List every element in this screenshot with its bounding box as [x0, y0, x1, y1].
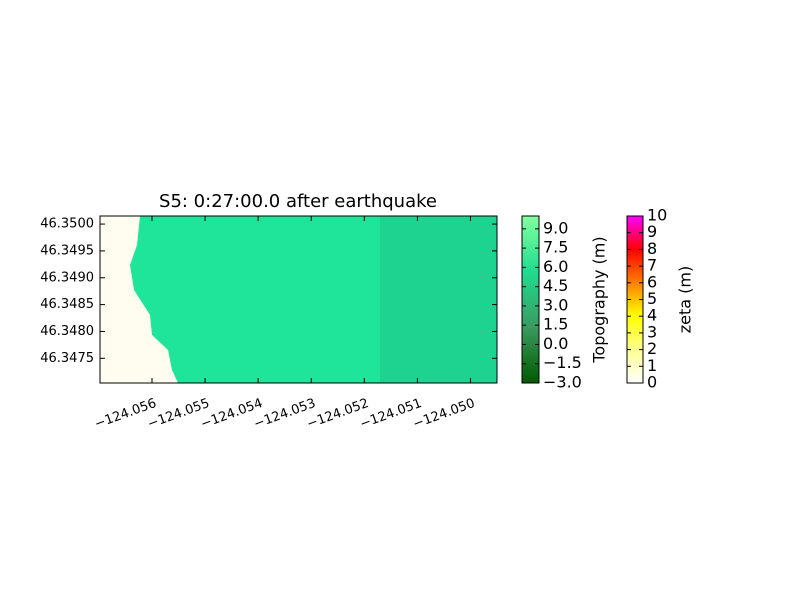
- colorbar-tick-label: 7: [647, 256, 657, 275]
- water: [100, 216, 178, 383]
- colorbar-tick-label: 7.5: [543, 238, 568, 257]
- y-tick-label: 46.3495: [40, 243, 94, 258]
- colorbar-label: Topography (m): [590, 236, 609, 363]
- y-tick-label: 46.3485: [40, 297, 94, 312]
- colorbar-tick-label: 6: [647, 272, 657, 291]
- land-shade: [380, 216, 497, 383]
- colorbar-tick-label: 6.0: [543, 257, 568, 276]
- colorbar-tick-label: 0: [647, 373, 657, 392]
- colorbar-tick-label: 3.0: [543, 295, 568, 314]
- y-tick-label: 46.3475: [40, 351, 94, 366]
- colorbar-tick-label: 8: [647, 239, 657, 258]
- colorbar-tick-label: 5: [647, 289, 657, 308]
- colorbar-tick-label: 4.5: [543, 276, 568, 295]
- colorbar-tick-label: 3: [647, 322, 657, 341]
- colorbar-tick-label: 0.0: [543, 334, 568, 353]
- y-tick-label: 46.3480: [40, 324, 94, 339]
- colorbar-tick-label: 1: [647, 356, 657, 375]
- colorbar-tick-label: −1.5: [543, 353, 582, 372]
- y-tick-label: 46.3500: [40, 217, 94, 232]
- x-tick-label: −124.050: [411, 396, 477, 432]
- colorbar-tick-label: 10: [647, 206, 667, 225]
- y-tick-label: 46.3490: [40, 270, 94, 285]
- colorbar-label: zeta (m): [676, 266, 695, 333]
- axes-frame: [99, 215, 498, 384]
- colorbar-tick-label: 4: [647, 306, 657, 325]
- colorbar-tick-label: −3.0: [543, 373, 582, 392]
- colorbar-tick-label: 1.5: [543, 315, 568, 334]
- colorbar-tick-label: 9.0: [543, 218, 568, 237]
- colorbar-tick-label: 2: [647, 339, 657, 358]
- map: [100, 216, 497, 383]
- colorbar: [521, 215, 540, 384]
- chart-title: S5: 0:27:00.0 after earthquake: [159, 191, 437, 212]
- colorbar-tick-label: 9: [647, 222, 657, 241]
